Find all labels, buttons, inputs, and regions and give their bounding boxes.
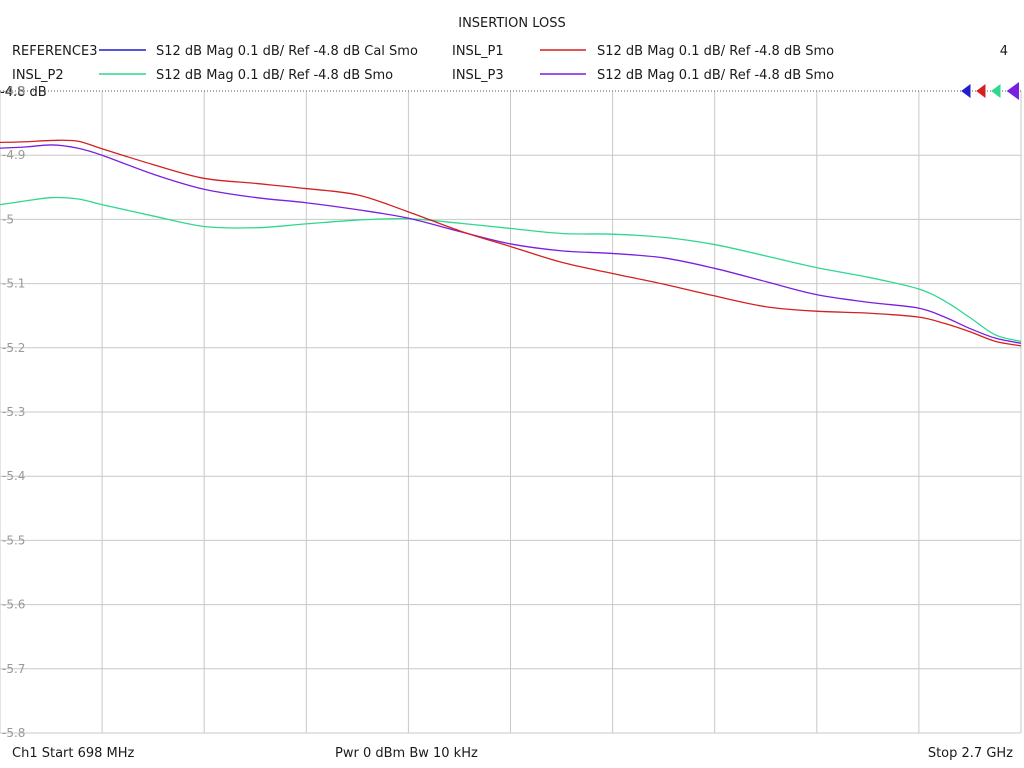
- footer-start: Ch1 Start 698 MHz: [12, 746, 135, 761]
- legend-desc-insl-p3: S12 dB Mag 0.1 dB/ Ref -4.8 dB Smo: [597, 68, 834, 83]
- reference-marker-triangle: [991, 84, 1001, 98]
- series-group: [0, 139, 1022, 347]
- legend: REFERENCE3 S12 dB Mag 0.1 dB/ Ref -4.8 d…: [12, 44, 1008, 83]
- y-tick-label: -5.3: [2, 405, 25, 419]
- y-tick-label: -5.4: [2, 469, 25, 483]
- legend-name-insl-p3: INSL_P3: [452, 68, 504, 83]
- y-tick-label: -5.2: [2, 341, 25, 355]
- y-tick-label: -5: [2, 212, 14, 226]
- y-tick-label: -5.6: [2, 598, 25, 612]
- series-line-insl-p1: [0, 139, 1022, 347]
- legend-desc-reference3: S12 dB Mag 0.1 dB/ Ref -4.8 dB Cal Smo: [156, 44, 418, 59]
- legend-name-insl-p1: INSL_P1: [452, 44, 504, 59]
- y-tick-label: -5.7: [2, 662, 25, 676]
- legend-name-reference3: REFERENCE3: [12, 44, 97, 59]
- series-line-insl-p3: [0, 144, 1022, 344]
- series-line-insl-p2: [0, 196, 1022, 343]
- legend-name-insl-p2: INSL_P2: [12, 68, 64, 83]
- legend-desc-insl-p1: S12 dB Mag 0.1 dB/ Ref -4.8 dB Smo: [597, 44, 834, 59]
- y-tick-label: -4.8: [2, 84, 25, 98]
- reference-markers: [961, 82, 1019, 100]
- footer-power-bandwidth: Pwr 0 dBm Bw 10 kHz: [335, 746, 478, 761]
- y-tick-label: -5.1: [2, 277, 25, 291]
- y-tick-label: -4.9: [2, 148, 25, 162]
- footer-stop: Stop 2.7 GHz: [928, 746, 1013, 761]
- channel-count: 4: [1000, 44, 1008, 59]
- y-tick-labels: -4.8 -4.9 -5 -5.1 -5.2 -5.3 -5.4 -5.5 -5.6 -5.7 -5…: [2, 84, 25, 740]
- reference-marker-triangle: [961, 84, 971, 98]
- legend-desc-insl-p2: S12 dB Mag 0.1 dB/ Ref -4.8 dB Smo: [156, 68, 393, 83]
- chart-title: INSERTION LOSS: [458, 16, 566, 31]
- y-tick-label: -5.8: [2, 726, 25, 740]
- reference-marker-triangle: [1006, 82, 1019, 100]
- y-tick-label: -5.5: [2, 533, 25, 547]
- reference-marker-triangle: [976, 84, 986, 98]
- reference-label: -4.8 dB: [0, 85, 47, 100]
